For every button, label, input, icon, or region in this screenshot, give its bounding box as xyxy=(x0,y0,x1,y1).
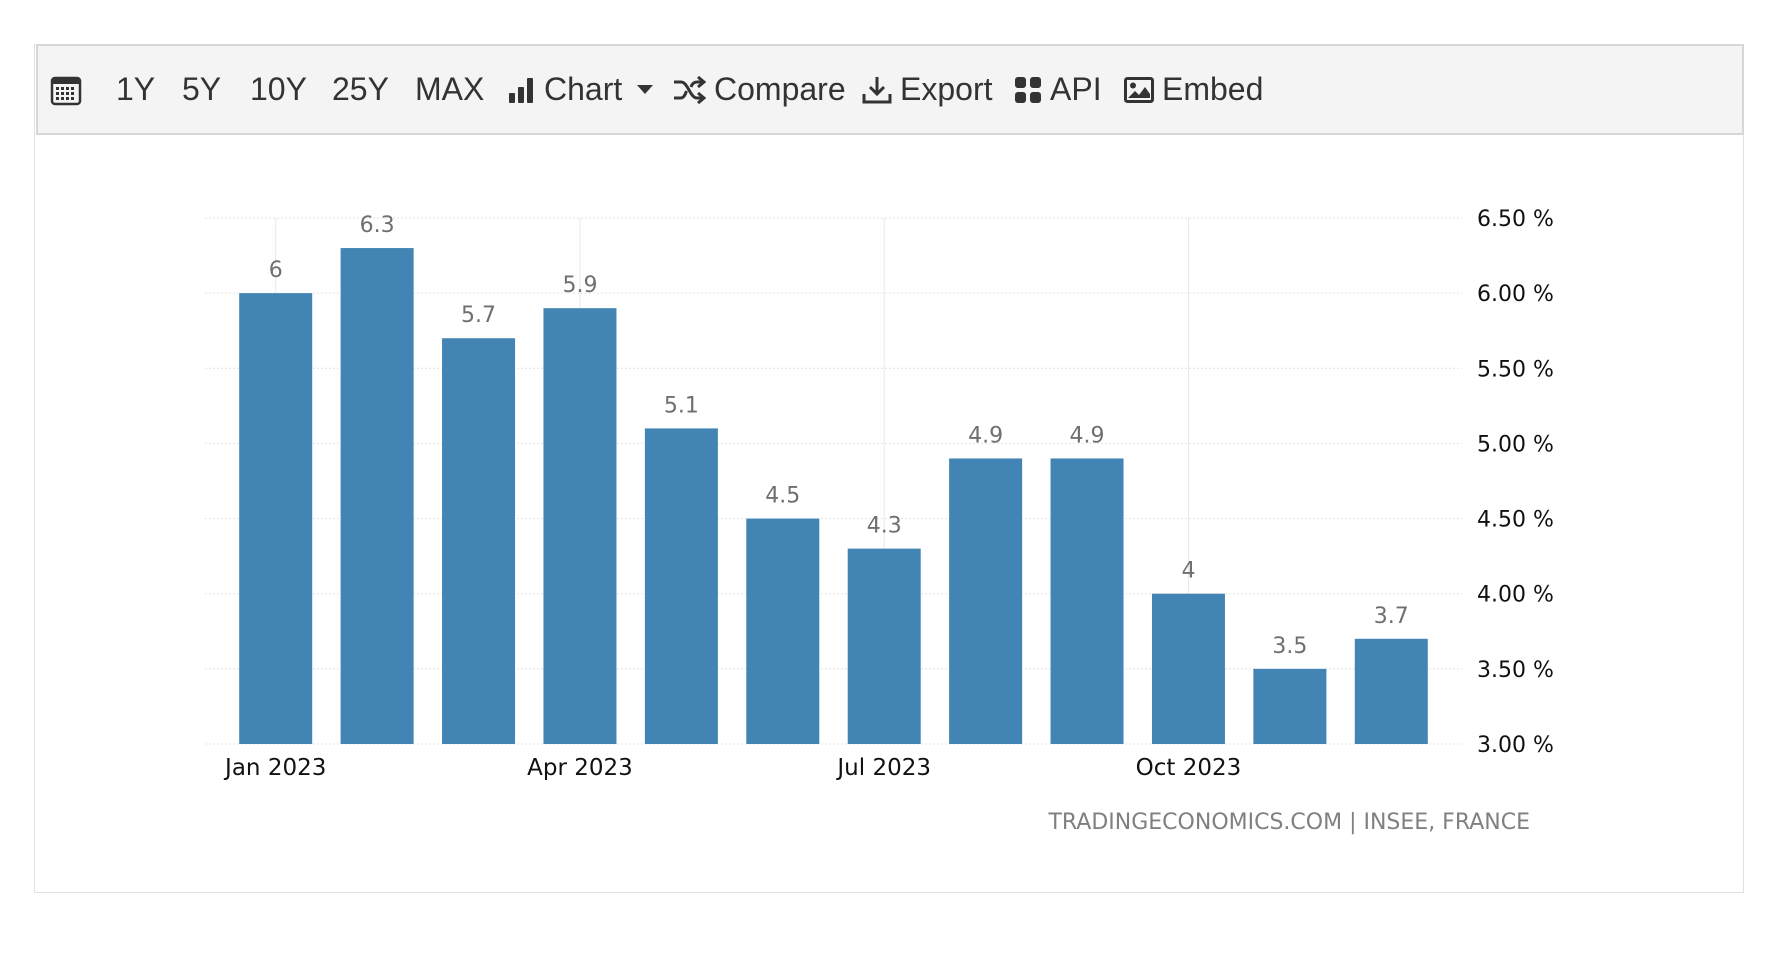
embed-label: Embed xyxy=(1162,71,1264,107)
x-tick-label: Oct 2023 xyxy=(1136,755,1242,781)
x-tick-label: Jul 2023 xyxy=(835,755,931,781)
bar-sep-2023[interactable] xyxy=(1050,458,1124,744)
bar-mar-2023[interactable] xyxy=(442,338,516,744)
data-label: 5.9 xyxy=(562,273,597,298)
range-10y-button[interactable]: 10Y xyxy=(250,71,307,107)
y-tick-label: 5.50 % xyxy=(1477,357,1554,382)
y-tick-label: 4.00 % xyxy=(1477,583,1554,608)
caret-down-icon xyxy=(636,84,654,96)
y-tick-label: 5.00 % xyxy=(1477,432,1554,457)
bar-jan-2023[interactable] xyxy=(239,293,313,744)
bar-aug-2023[interactable] xyxy=(949,458,1023,744)
chart-type-label: Chart xyxy=(544,71,623,107)
range-1y-button[interactable]: 1Y xyxy=(116,71,156,107)
data-label: 4.9 xyxy=(1070,423,1105,448)
bar-feb-2023[interactable] xyxy=(340,248,414,745)
bar-may-2023[interactable] xyxy=(644,428,718,744)
embed-button[interactable]: Embed xyxy=(1124,46,1263,133)
api-label: API xyxy=(1050,71,1102,107)
y-axis-ticks: 6.50 % 6.00 % 5.50 % 5.00 % 4.50 % 4.00 % 3.50… xyxy=(1477,207,1554,758)
data-label: 6 xyxy=(269,258,283,283)
bar-dec-2023[interactable] xyxy=(1354,638,1428,744)
y-tick-label: 6.00 % xyxy=(1477,282,1554,307)
y-tick-label: 6.50 % xyxy=(1477,207,1554,232)
api-button[interactable]: API xyxy=(1014,46,1102,133)
y-tick-label: 3.00 % xyxy=(1477,733,1554,758)
y-tick-label: 4.50 % xyxy=(1477,508,1554,533)
grid-icon xyxy=(1014,76,1042,104)
bar-jun-2023[interactable] xyxy=(746,518,820,744)
image-icon xyxy=(1124,76,1154,103)
bar-chart-icon xyxy=(508,76,536,104)
range-5y-button[interactable]: 5Y xyxy=(182,71,222,107)
gridlines xyxy=(205,217,1462,745)
data-label: 4.5 xyxy=(765,484,800,509)
download-icon xyxy=(862,75,892,105)
data-label: 5.7 xyxy=(461,303,496,328)
bar-oct-2023[interactable] xyxy=(1151,593,1225,744)
y-tick-label: 3.50 % xyxy=(1477,658,1554,683)
data-label: 4.9 xyxy=(968,423,1003,448)
export-label: Export xyxy=(900,71,993,107)
chart-toolbar: 1Y 5Y 10Y 25Y MAX Chart Compare xyxy=(36,44,1744,135)
export-button[interactable]: Export xyxy=(862,46,992,133)
data-label: 4 xyxy=(1181,559,1195,584)
data-label: 4.3 xyxy=(867,514,902,539)
shuffle-icon xyxy=(672,75,706,104)
data-label: 3.5 xyxy=(1272,634,1307,659)
calendar-icon xyxy=(50,74,82,106)
compare-label: Compare xyxy=(714,71,846,107)
data-label: 3.7 xyxy=(1374,604,1409,629)
range-25y-button[interactable]: 25Y xyxy=(332,71,389,107)
x-tick-label: Jan 2023 xyxy=(223,755,326,781)
bars xyxy=(239,248,1428,745)
data-labels: 6 6.3 5.7 5.9 5.1 4.5 4.3 4.9 4.9 4 3.5 3.7 xyxy=(269,213,1409,659)
range-max-button[interactable]: MAX xyxy=(415,71,485,107)
bar-jul-2023[interactable] xyxy=(847,548,921,744)
data-label: 5.1 xyxy=(664,393,699,418)
x-axis-ticks: Jan 2023 Apr 2023 Jul 2023 Oct 2023 xyxy=(223,755,1241,781)
calendar-button[interactable] xyxy=(50,46,82,133)
bar-apr-2023[interactable] xyxy=(543,308,617,744)
compare-button[interactable]: Compare xyxy=(672,46,846,133)
x-tick-label: Apr 2023 xyxy=(527,755,633,781)
bar-nov-2023[interactable] xyxy=(1253,668,1327,744)
data-label: 6.3 xyxy=(360,213,395,238)
source-credit: TRADINGECONOMICS.COM | INSEE, FRANCE xyxy=(1047,810,1530,835)
chart-type-dropdown[interactable]: Chart xyxy=(508,46,654,133)
